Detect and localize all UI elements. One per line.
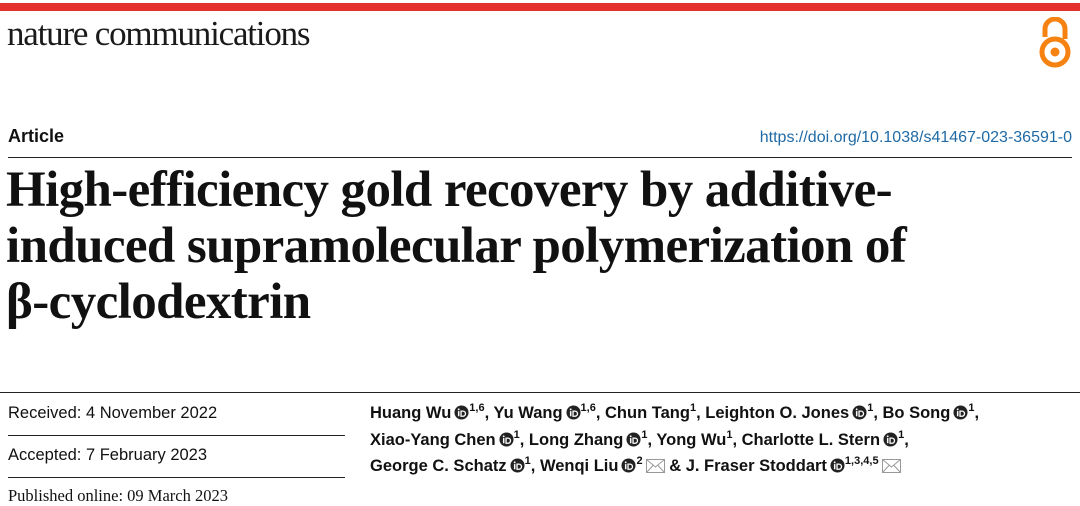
separator: , xyxy=(647,430,653,449)
orcid-icon[interactable] xyxy=(830,458,845,473)
title-line: β-cyclodextrin xyxy=(6,274,311,330)
orcid-icon[interactable] xyxy=(499,431,514,447)
author: Yu Wang 1,6, xyxy=(493,402,601,423)
separator: , xyxy=(873,404,878,422)
author: Long Zhang 1, xyxy=(528,428,653,449)
affiliation: 1 xyxy=(726,428,733,441)
author-name: Leighton O. Jones xyxy=(705,404,850,422)
separator: , xyxy=(904,430,909,449)
author: J. Fraser Stoddart 1,3,4,5 xyxy=(685,455,901,475)
affiliation: 1 xyxy=(898,428,905,441)
orcid-icon[interactable] xyxy=(566,405,581,420)
author-name: J. Fraser Stoddart xyxy=(685,457,827,475)
rule xyxy=(8,477,345,478)
affiliation: 1 xyxy=(641,428,648,441)
rule xyxy=(8,435,345,436)
orcid-icon[interactable] xyxy=(621,458,636,473)
article-type: Article xyxy=(8,126,65,146)
affiliation: 1,6 xyxy=(580,402,596,414)
author-name: Long Zhang xyxy=(528,430,624,449)
affiliation: 1 xyxy=(867,402,874,414)
accepted-date: Accepted: 7 February 2023 xyxy=(8,446,208,464)
author-list: Huang Wu 1,6, Yu Wang 1,6, Chun Tang1, Lei… xyxy=(370,400,1070,480)
affiliation: 1,6 xyxy=(469,402,485,414)
title: High-efficiency gold recovery by additiv… xyxy=(6,162,907,330)
separator: , xyxy=(732,430,738,449)
author: Yong Wu1, xyxy=(656,428,738,449)
affiliation: 1 xyxy=(689,402,697,414)
author-name: Charlotte L. Stern xyxy=(741,430,881,449)
conjunction: & xyxy=(669,457,682,475)
author-name: George C. Schatz xyxy=(370,457,507,475)
author-name: Huang Wu xyxy=(370,404,452,422)
author: Huang Wu 1,6, xyxy=(370,402,490,423)
title-line: induced supramolecular polymerization of xyxy=(6,218,907,274)
red-bar xyxy=(0,3,1080,11)
doi-link[interactable]: https://doi.org/10.1038/s41467-023-36591… xyxy=(759,129,1072,146)
separator: , xyxy=(974,404,980,422)
author: Leighton O. Jones 1, xyxy=(705,402,878,423)
orcid-icon[interactable] xyxy=(953,405,968,420)
orcid-icon[interactable] xyxy=(510,458,525,473)
separator: , xyxy=(595,404,601,422)
affiliation: 1,3,4,5 xyxy=(844,455,879,467)
separator: , xyxy=(530,457,536,475)
email-icon[interactable] xyxy=(881,459,901,473)
separator: , xyxy=(484,404,490,422)
author: Bo Song 1, xyxy=(882,402,980,423)
author: Wenqi Liu 2 xyxy=(539,455,665,475)
orcid-icon[interactable] xyxy=(883,431,898,447)
author-name: Wenqi Liu xyxy=(539,457,619,475)
author-name: Yu Wang xyxy=(493,404,563,422)
journal-name: nature communications xyxy=(7,14,311,53)
author-name: Xiao-Yang Chen xyxy=(370,430,496,449)
affiliation: 1 xyxy=(513,428,520,441)
affiliation: 2 xyxy=(636,455,643,467)
orcid-icon[interactable] xyxy=(454,405,469,420)
author: Chun Tang1, xyxy=(605,402,701,423)
separator: , xyxy=(519,430,525,449)
author-name: Chun Tang xyxy=(605,404,690,422)
separator: , xyxy=(696,404,701,422)
author: Charlotte L. Stern 1, xyxy=(741,428,909,449)
received-date: Received: 4 November 2022 xyxy=(8,404,218,422)
author-name: Yong Wu xyxy=(656,430,727,449)
rule xyxy=(8,157,1072,158)
author: George C. Schatz 1, xyxy=(370,455,536,476)
affiliation: 1 xyxy=(968,402,975,414)
orcid-icon[interactable] xyxy=(626,431,641,447)
email-icon[interactable] xyxy=(645,459,665,473)
title-line: High-efficiency gold recovery by additiv… xyxy=(6,162,893,218)
published-date: Published online: 09 March 2023 xyxy=(8,486,228,505)
open-access-icon xyxy=(1039,17,1071,68)
orcid-icon[interactable] xyxy=(852,405,867,420)
author: Xiao-Yang Chen 1, xyxy=(370,428,525,449)
author-name: Bo Song xyxy=(882,404,951,422)
rule xyxy=(0,392,1080,393)
affiliation: 1 xyxy=(524,455,531,467)
